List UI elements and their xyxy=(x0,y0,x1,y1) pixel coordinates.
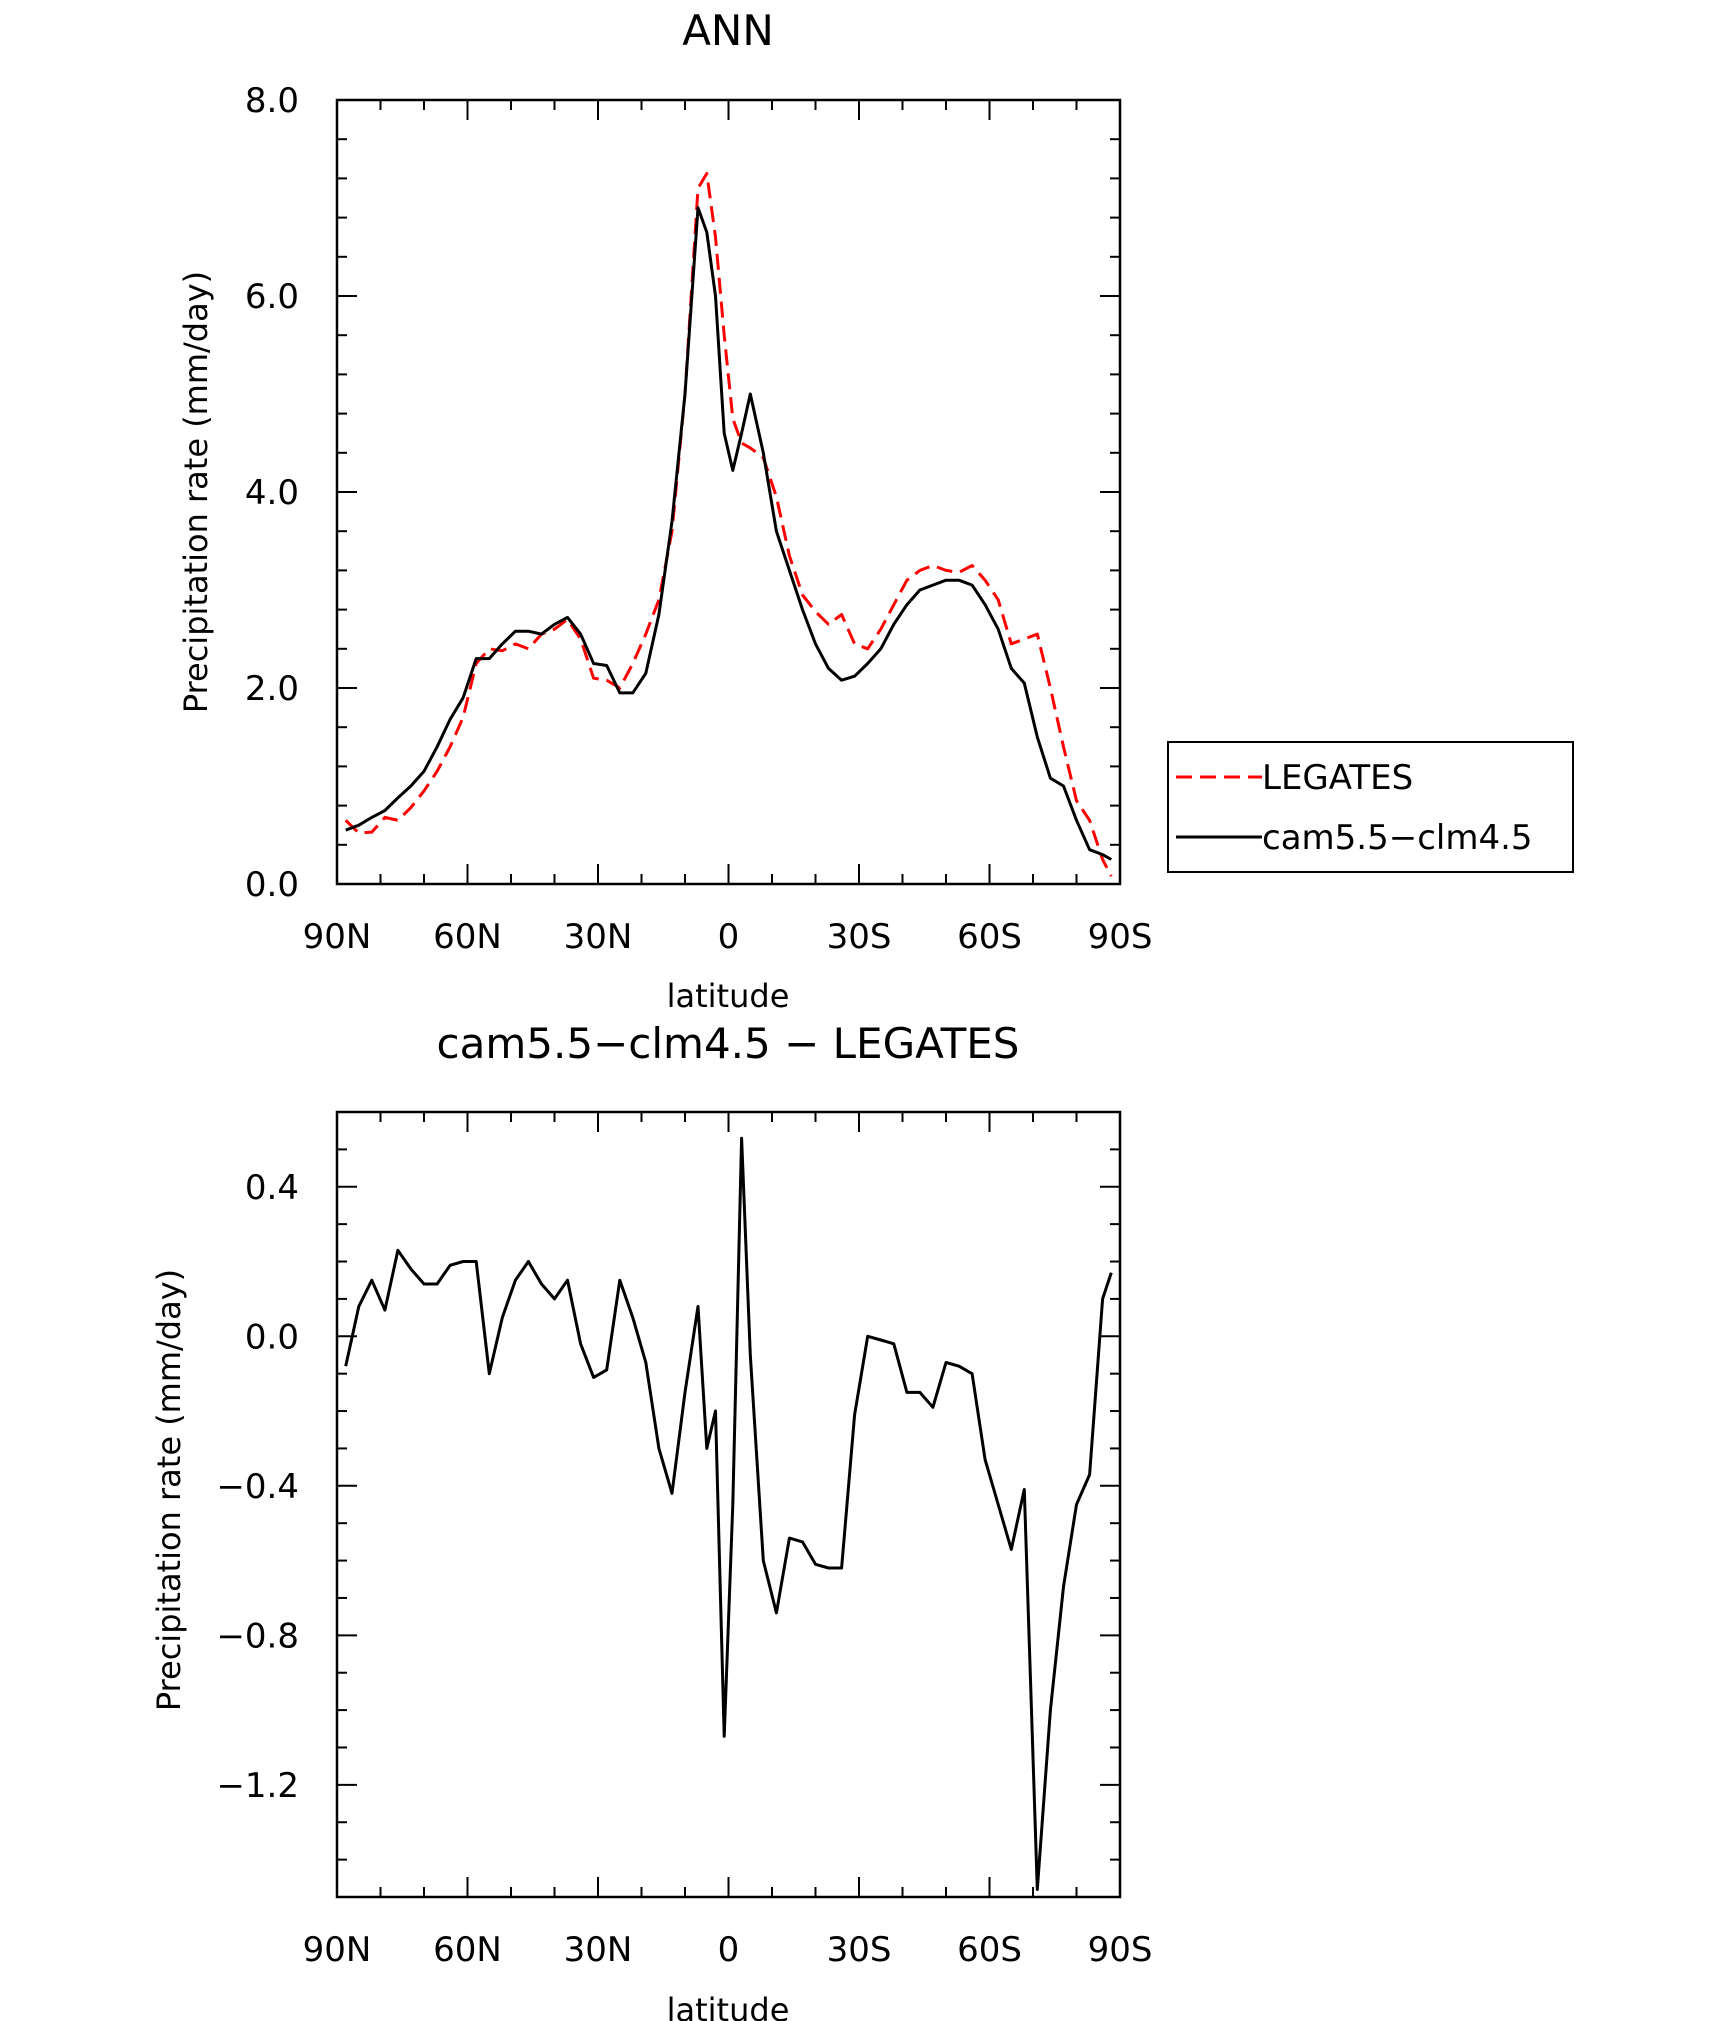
y-tick-label: 0.0 xyxy=(245,1317,299,1357)
x-tick-label: 30S xyxy=(827,1930,892,1970)
x-tick-label: 90S xyxy=(1088,917,1153,957)
y-tick-label: 4.0 xyxy=(245,473,299,513)
series-line-cam5-5-clm4-5 xyxy=(345,206,1113,861)
x-tick-label: 0 xyxy=(718,1930,740,1970)
top-axis-ticks xyxy=(336,99,1121,885)
series-line-diff-0 xyxy=(344,1136,1113,1891)
y-tick-label: −0.8 xyxy=(216,1616,299,1656)
top-series-layer xyxy=(344,172,1113,877)
top-y-axis-label: Precipitation rate (mm/day) xyxy=(177,271,215,713)
bottom-y-tick-labels: −1.2 −0.8 −0.4 0.0 0.4 xyxy=(216,1168,299,1806)
bottom-axis-ticks xyxy=(336,1111,1121,1898)
x-tick-label: 30N xyxy=(564,917,633,957)
bottom-series-layer xyxy=(344,1136,1113,1891)
bottom-x-tick-labels: 90N 60N 30N 0 30S 60S 90S xyxy=(303,1930,1153,1970)
top-y-tick-labels: 0.0 2.0 4.0 6.0 8.0 xyxy=(245,81,299,905)
x-tick-label: 60N xyxy=(433,1930,502,1970)
legend: LEGATES cam5.5−clm4.5 xyxy=(1167,741,1574,873)
y-tick-label: 2.0 xyxy=(245,669,299,709)
x-tick-label: 60N xyxy=(433,917,502,957)
x-tick-label: 60S xyxy=(957,1930,1022,1970)
bottom-plot-frame xyxy=(335,1110,1122,1899)
x-tick-label: 0 xyxy=(718,917,740,957)
x-tick-label: 90N xyxy=(303,917,372,957)
x-tick-label: 90S xyxy=(1088,1930,1153,1970)
y-tick-label: 6.0 xyxy=(245,277,299,317)
top-x-axis-label: latitude xyxy=(667,977,790,1015)
x-tick-label: 60S xyxy=(957,917,1022,957)
bottom-x-axis-label: latitude xyxy=(667,1991,790,2021)
legend-box xyxy=(1167,741,1574,873)
y-tick-label: 8.0 xyxy=(245,81,299,121)
y-tick-label: −1.2 xyxy=(216,1766,299,1806)
y-tick-label: 0.0 xyxy=(245,865,299,905)
x-tick-label: 30S xyxy=(827,917,892,957)
top-plot-frame xyxy=(335,98,1122,886)
bottom-panel: cam5.5−clm4.5 − LEGATES −1.2 −0.8 −0.4 0.0 0… xyxy=(150,1019,1152,2021)
legend-label-cam: cam5.5−clm4.5 xyxy=(1262,818,1533,858)
bottom-y-axis-label: Precipitation rate (mm/day) xyxy=(150,1269,188,1711)
series-line-legates xyxy=(344,172,1113,877)
top-plot-title: ANN xyxy=(682,6,774,55)
x-tick-label: 90N xyxy=(303,1930,372,1970)
top-panel: ANN 0.02.04.06.08.0 90N 60N 30N 0 30S 60S 90S … xyxy=(177,6,1574,1015)
bottom-plot-title: cam5.5−clm4.5 − LEGATES xyxy=(437,1019,1020,1068)
top-x-tick-labels: 90N 60N 30N 0 30S 60S 90S xyxy=(303,917,1153,957)
y-tick-label: 0.4 xyxy=(245,1168,299,1208)
legend-label-legates: LEGATES xyxy=(1262,758,1413,798)
x-tick-label: 30N xyxy=(564,1930,633,1970)
y-tick-label: −0.4 xyxy=(216,1467,299,1507)
